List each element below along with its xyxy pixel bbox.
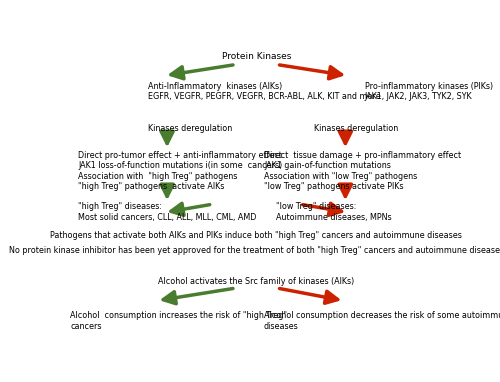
Text: Pro-inflammatory kinases (PIKs)
JAK1, JAK2, JAK3, TYK2, SYK: Pro-inflammatory kinases (PIKs) JAK1, JA… [365, 82, 493, 101]
Text: Alcohol consumption decreases the risk of some autoimmune
diseases: Alcohol consumption decreases the risk o… [264, 311, 500, 330]
Text: No protein kinase inhibitor has been yet approved for the treatment of both "hig: No protein kinase inhibitor has been yet… [8, 246, 500, 255]
Text: Direct pro-tumor effect + anti-inflammatory effect
JAK1 loss-of-function mutatio: Direct pro-tumor effect + anti-inflammat… [78, 151, 282, 191]
Text: "low Treg" diseases:
Autoimmune diseases, MPNs: "low Treg" diseases: Autoimmune diseases… [276, 202, 391, 222]
Text: Alcohol activates the Src family of kinases (AIKs): Alcohol activates the Src family of kina… [158, 277, 354, 286]
Text: Protein Kinases: Protein Kinases [222, 52, 291, 61]
Text: Pathogens that activate both AIKs and PIKs induce both "high Treg" cancers and a: Pathogens that activate both AIKs and PI… [50, 231, 462, 240]
Text: Kinases deregulation: Kinases deregulation [314, 124, 398, 133]
Text: Direct  tissue damage + pro-inflammatory effect
JAK1 gain-of-function mutations
: Direct tissue damage + pro-inflammatory … [264, 151, 461, 191]
Text: "high Treg" diseases:
Most solid cancers, CLL, ALL, MLL, CML, AMD: "high Treg" diseases: Most solid cancers… [78, 202, 256, 222]
Text: Alcohol  consumption increases the risk of "high Treg"
cancers: Alcohol consumption increases the risk o… [70, 311, 287, 330]
Text: Anti-Inflammatory  kinases (AIKs)
EGFR, VEGFR, PEGFR, VEGFR, BCR-ABL, ALK, KIT a: Anti-Inflammatory kinases (AIKs) EGFR, V… [148, 82, 380, 101]
Text: Kinases deregulation: Kinases deregulation [148, 124, 232, 133]
